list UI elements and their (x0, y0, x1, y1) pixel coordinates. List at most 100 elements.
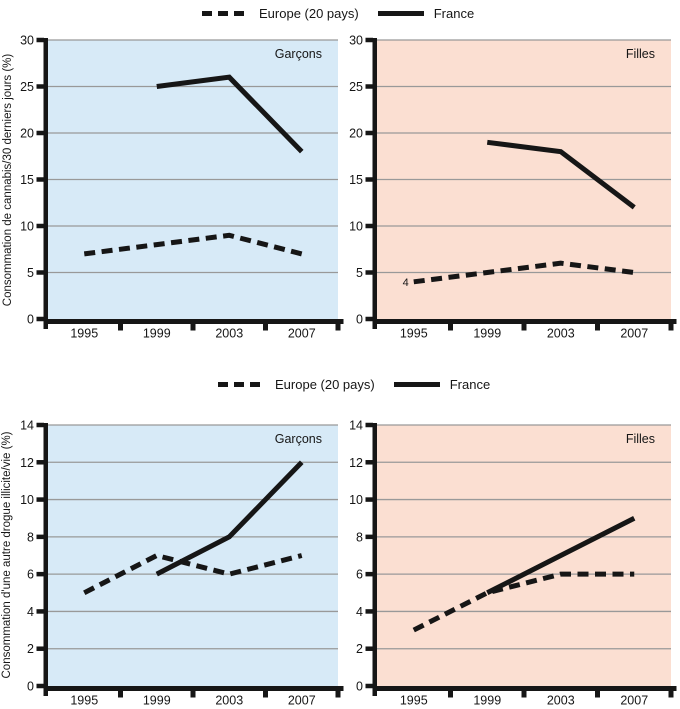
y-tick-label: 8 (356, 530, 363, 544)
x-tick-label: 2003 (547, 694, 575, 708)
y-tick (365, 223, 373, 229)
y-tick-label: 12 (20, 456, 34, 470)
x-tick-label: 1999 (473, 327, 501, 341)
x-tick (118, 324, 123, 331)
y-tick (36, 609, 44, 614)
france-line (486, 515, 636, 596)
x-tick-label: 1995 (400, 694, 428, 708)
y-tick (365, 84, 373, 89)
y-tick (36, 316, 44, 322)
panel-label: Filles (626, 47, 655, 61)
france-line (486, 139, 636, 210)
y-tick (36, 646, 44, 651)
x-tick (335, 691, 341, 698)
x-tick (263, 324, 268, 331)
y-tick (365, 316, 373, 322)
europe-line (83, 232, 303, 257)
y-tick-label: 0 (27, 680, 34, 694)
y-tick-label: 4 (356, 605, 363, 619)
y-axis-line (372, 38, 377, 329)
x-tick-label: 1995 (70, 327, 98, 341)
y-tick-label: 10 (20, 220, 34, 234)
y-tick-label: 15 (349, 173, 363, 187)
y-tick-label: 2 (356, 642, 363, 656)
x-tick-label: 2007 (620, 694, 648, 708)
x-tick-label: 2003 (547, 327, 575, 341)
y-tick (36, 571, 44, 577)
y-tick-label: 20 (20, 127, 34, 141)
x-tick-label: 1995 (400, 327, 428, 341)
x-tick (521, 324, 527, 331)
y-tick (365, 571, 373, 577)
y-tick (36, 37, 44, 43)
europe-line (413, 260, 635, 285)
x-tick (521, 691, 527, 698)
y-tick (36, 270, 44, 275)
europe-line (412, 571, 635, 633)
europe-dashed-line-sample-icon (218, 382, 266, 387)
y-axis-line (43, 38, 48, 329)
y-tick (36, 422, 44, 428)
france-solid-line-sample-icon (393, 382, 440, 387)
y-tick-label: 25 (20, 80, 34, 94)
y-tick-label: 5 (27, 266, 34, 280)
panel-label: Garçons (275, 432, 322, 446)
x-tick (448, 691, 453, 698)
y-tick-label: 6 (356, 568, 363, 582)
y-tick (365, 534, 373, 540)
x-axis-line (372, 686, 677, 691)
x-axis-line (372, 319, 677, 324)
y-tick (365, 609, 373, 614)
x-tick-label: 1999 (143, 327, 171, 341)
y-tick (36, 130, 44, 136)
x-tick-label: 2003 (215, 327, 243, 341)
x-tick-label: 2007 (288, 694, 316, 708)
x-tick-label: 2003 (215, 694, 243, 708)
x-tick (118, 691, 123, 698)
france-line (156, 74, 304, 154)
france-solid-line-sample-icon (377, 11, 424, 16)
y-tick (365, 683, 373, 689)
x-tick (595, 691, 600, 698)
y-tick (365, 422, 373, 428)
x-tick (668, 324, 674, 331)
y-tick-label: 14 (349, 419, 363, 433)
y-tick-label: 0 (27, 313, 34, 327)
europe-dashed-line-sample-icon (202, 11, 250, 16)
panel-label: Filles (626, 432, 655, 446)
y-tick (365, 130, 373, 136)
y-tick (36, 683, 44, 689)
x-tick (448, 324, 453, 331)
y-tick-label: 30 (20, 34, 34, 48)
x-tick-label: 2007 (620, 327, 648, 341)
x-tick-label: 1995 (70, 694, 98, 708)
y-tick (365, 497, 373, 502)
y-tick (36, 497, 44, 502)
y-tick-label: 8 (27, 530, 34, 544)
y-tick-label: 10 (349, 493, 363, 507)
y-tick-label: 20 (349, 127, 363, 141)
y-tick-label: 14 (20, 419, 34, 433)
legend-label-france: France (433, 6, 475, 21)
legend-bottom: Europe (20 pays) France (218, 377, 490, 392)
y-tick (365, 177, 373, 182)
y-tick (36, 223, 44, 229)
y-tick (365, 37, 373, 43)
y-tick-label: 0 (356, 313, 363, 327)
x-tick (190, 324, 196, 331)
y-axis-line (372, 423, 377, 696)
x-axis-line (43, 686, 344, 691)
y-tick-label: 0 (356, 680, 363, 694)
y-tick (36, 177, 44, 182)
y-tick-label: 25 (349, 80, 363, 94)
x-tick-label: 2007 (288, 327, 316, 341)
x-tick-label: 1999 (143, 694, 171, 708)
y-tick (365, 460, 373, 465)
europe-line (83, 552, 303, 596)
x-axis-line (43, 319, 344, 324)
legend-label-europe: Europe (20 pays) (275, 377, 375, 392)
y-tick-label: 2 (27, 642, 34, 656)
x-tick (595, 324, 600, 331)
